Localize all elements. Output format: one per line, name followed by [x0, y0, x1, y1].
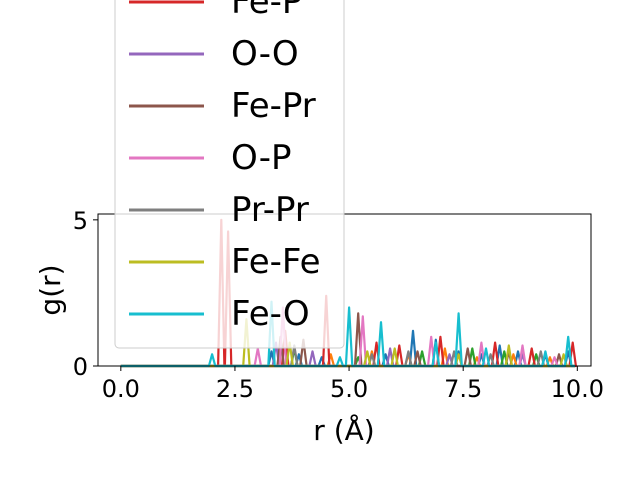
- legend-box: [114, 0, 345, 349]
- y-axis-label: g(r): [34, 264, 67, 315]
- y-axis-ticks: 05: [73, 207, 98, 381]
- y-tick-label: 5: [73, 207, 88, 235]
- x-axis-ticks: 0.0 2.5 5.0 7.5 10.0: [102, 366, 604, 403]
- legend-label: Pr-Pr: [231, 190, 309, 230]
- x-tick-label: 7.5: [444, 375, 482, 403]
- x-tick-label: 0.0: [102, 375, 140, 403]
- y-tick-label: 0: [73, 353, 88, 381]
- legend-label: Fe-P: [231, 0, 302, 22]
- legend-label: Fe-O: [231, 294, 310, 334]
- x-axis-label: r (Å): [313, 413, 374, 447]
- legend-label: Fe-Pr: [231, 86, 316, 126]
- legend: Fe-P O-O Fe-Pr O-P Pr-Pr Fe-Fe Fe-O: [114, 0, 345, 349]
- x-tick-label: 5.0: [330, 375, 368, 403]
- x-tick-label: 10.0: [551, 375, 604, 403]
- legend-label: O-P: [231, 138, 291, 178]
- legend-label: Fe-Fe: [231, 242, 321, 282]
- x-tick-label: 2.5: [216, 375, 254, 403]
- legend-label: O-O: [231, 34, 299, 74]
